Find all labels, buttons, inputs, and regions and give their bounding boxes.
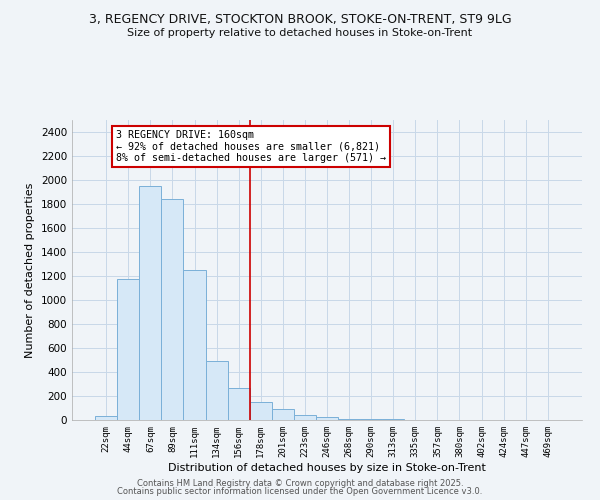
Bar (316, 418, 338, 420)
Bar (161, 199, 184, 420)
Bar (338, 418, 360, 420)
Bar (272, 408, 294, 420)
Bar (95, 416, 117, 420)
Bar (227, 388, 250, 420)
Text: 3 REGENCY DRIVE: 160sqm
← 92% of detached houses are smaller (6,821)
8% of semi-: 3 REGENCY DRIVE: 160sqm ← 92% of detache… (116, 130, 386, 163)
Bar (117, 279, 139, 420)
Bar (250, 402, 272, 420)
Bar (184, 270, 206, 420)
Text: 3, REGENCY DRIVE, STOCKTON BROOK, STOKE-ON-TRENT, ST9 9LG: 3, REGENCY DRIVE, STOCKTON BROOK, STOKE-… (89, 12, 511, 26)
Bar (206, 361, 227, 420)
Text: Contains public sector information licensed under the Open Government Licence v3: Contains public sector information licen… (118, 487, 482, 496)
Y-axis label: Number of detached properties: Number of detached properties (25, 182, 35, 358)
Text: Size of property relative to detached houses in Stoke-on-Trent: Size of property relative to detached ho… (127, 28, 473, 38)
Bar (360, 419, 382, 420)
Text: Contains HM Land Registry data © Crown copyright and database right 2025.: Contains HM Land Registry data © Crown c… (137, 478, 463, 488)
Bar (139, 186, 161, 420)
Bar (294, 415, 316, 420)
X-axis label: Distribution of detached houses by size in Stoke-on-Trent: Distribution of detached houses by size … (168, 462, 486, 472)
